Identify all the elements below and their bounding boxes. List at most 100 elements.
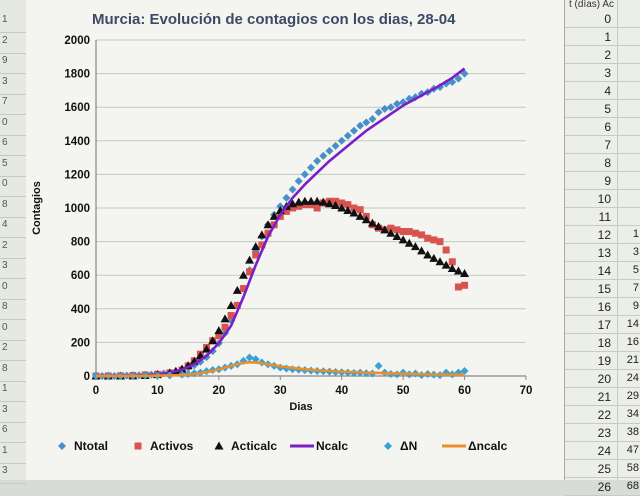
- legend-item: Δncalc: [442, 439, 508, 453]
- data-point: [300, 196, 310, 205]
- data-point: [404, 238, 414, 247]
- sheet-cell-t: 6: [604, 120, 611, 134]
- data-point: [245, 353, 254, 362]
- data-point: [239, 285, 247, 293]
- series-line: [96, 360, 465, 378]
- left-cell: 8: [0, 295, 26, 320]
- legend-item: Activos: [134, 439, 194, 453]
- data-point: [361, 215, 371, 224]
- data-point: [337, 203, 347, 212]
- data-point: [258, 241, 266, 249]
- y-tick-label: 200: [71, 337, 90, 349]
- sheet-row: 6: [565, 118, 640, 136]
- series-layer: [91, 67, 470, 380]
- sheet-row: 21 29: [565, 388, 640, 406]
- y-tick-label: 600: [71, 270, 90, 282]
- x-axis-label: Dias: [289, 401, 312, 413]
- sheet-cell-t: 5: [604, 102, 611, 116]
- data-point: [313, 204, 321, 212]
- sheet-row: 26 68: [565, 478, 640, 496]
- data-point: [238, 270, 248, 279]
- sheet-cell-activos: 68: [626, 480, 639, 492]
- sheet-cell-t: 24: [597, 444, 611, 458]
- y-tick-label: 1400: [64, 136, 90, 148]
- sheet-cell-t: 20: [597, 372, 611, 386]
- data-point: [454, 74, 463, 83]
- series-5: [96, 360, 465, 378]
- data-point: [251, 242, 261, 251]
- data-point: [454, 283, 462, 291]
- left-cell: 6: [0, 418, 26, 443]
- data-point: [319, 151, 328, 160]
- data-point: [429, 253, 439, 262]
- data-point: [294, 197, 304, 206]
- y-tick-label: 1000: [64, 203, 90, 215]
- y-tick-label: 800: [71, 237, 90, 249]
- left-cell: 2: [0, 234, 26, 259]
- left-cell: 3: [0, 254, 26, 279]
- data-point: [453, 266, 463, 275]
- y-tick-label: 400: [71, 304, 90, 316]
- sheet-cell-t: 18: [597, 336, 611, 350]
- sheet-cell-t: 3: [604, 66, 611, 80]
- data-point: [398, 235, 408, 244]
- data-point: [331, 141, 340, 150]
- data-point: [257, 230, 267, 239]
- data-point: [294, 177, 303, 186]
- data-point: [460, 366, 469, 375]
- data-point: [393, 99, 401, 108]
- data-point: [424, 234, 432, 242]
- series-0: [92, 69, 469, 380]
- x-tick-label: 30: [274, 385, 287, 397]
- data-point: [430, 236, 438, 244]
- sheet-cell-t: 12: [597, 228, 611, 242]
- data-point: [295, 202, 303, 210]
- left-cell: 2: [0, 336, 26, 361]
- sheet-row: 19 21: [565, 352, 640, 370]
- sheet-cell-activos: 9: [632, 300, 639, 312]
- sheet-cell-t: 8: [604, 156, 611, 170]
- x-tick-label: 0: [93, 385, 99, 397]
- data-point: [232, 285, 242, 294]
- sheet-row: 18 16: [565, 334, 640, 352]
- data-point: [289, 204, 297, 212]
- data-point: [350, 126, 358, 135]
- data-point: [436, 238, 444, 246]
- data-point: [343, 131, 352, 140]
- axes: 0 200 400 600 800 1000 1200 1400 1600 1800 2000 0 10…: [64, 35, 532, 397]
- y-tick-label: 2000: [64, 35, 90, 47]
- sheet-cell-activos: 7: [632, 282, 639, 294]
- data-point: [338, 199, 346, 207]
- data-point: [325, 146, 334, 155]
- legend-label: Ncalc: [316, 439, 348, 453]
- data-point: [233, 301, 241, 309]
- sheet-row: 0: [565, 10, 640, 28]
- sheet-cell-t: 15: [597, 282, 611, 296]
- sheet-row: 7: [565, 136, 640, 154]
- sheet-cell-activos: 47: [626, 444, 639, 456]
- data-point: [374, 108, 383, 117]
- data-point: [399, 228, 407, 236]
- sheet-row: 11: [565, 208, 640, 226]
- data-point: [312, 196, 322, 205]
- sheet-cell-activos: 58: [626, 462, 639, 474]
- sheet-cell-t: 17: [597, 318, 611, 332]
- data-point: [393, 226, 401, 234]
- data-point: [448, 258, 456, 266]
- sheet-cell-t: 0: [604, 12, 611, 26]
- left-cell: 3: [0, 398, 26, 423]
- data-point: [300, 170, 309, 179]
- data-point: [435, 257, 445, 266]
- left-cell: 3: [0, 459, 26, 484]
- sheet-cell-t: 22: [597, 408, 611, 422]
- sheet-cell-t: 9: [604, 174, 611, 188]
- sheet-cell-t: 10: [597, 192, 611, 206]
- data-point: [313, 156, 322, 165]
- data-point: [387, 224, 395, 232]
- y-tick-label: 1600: [64, 102, 90, 114]
- data-point: [418, 231, 426, 239]
- data-point: [263, 220, 273, 229]
- left-cell: 6: [0, 131, 26, 156]
- sheet-cell-t: 14: [597, 264, 611, 278]
- legend-item: Ntotal: [58, 439, 108, 453]
